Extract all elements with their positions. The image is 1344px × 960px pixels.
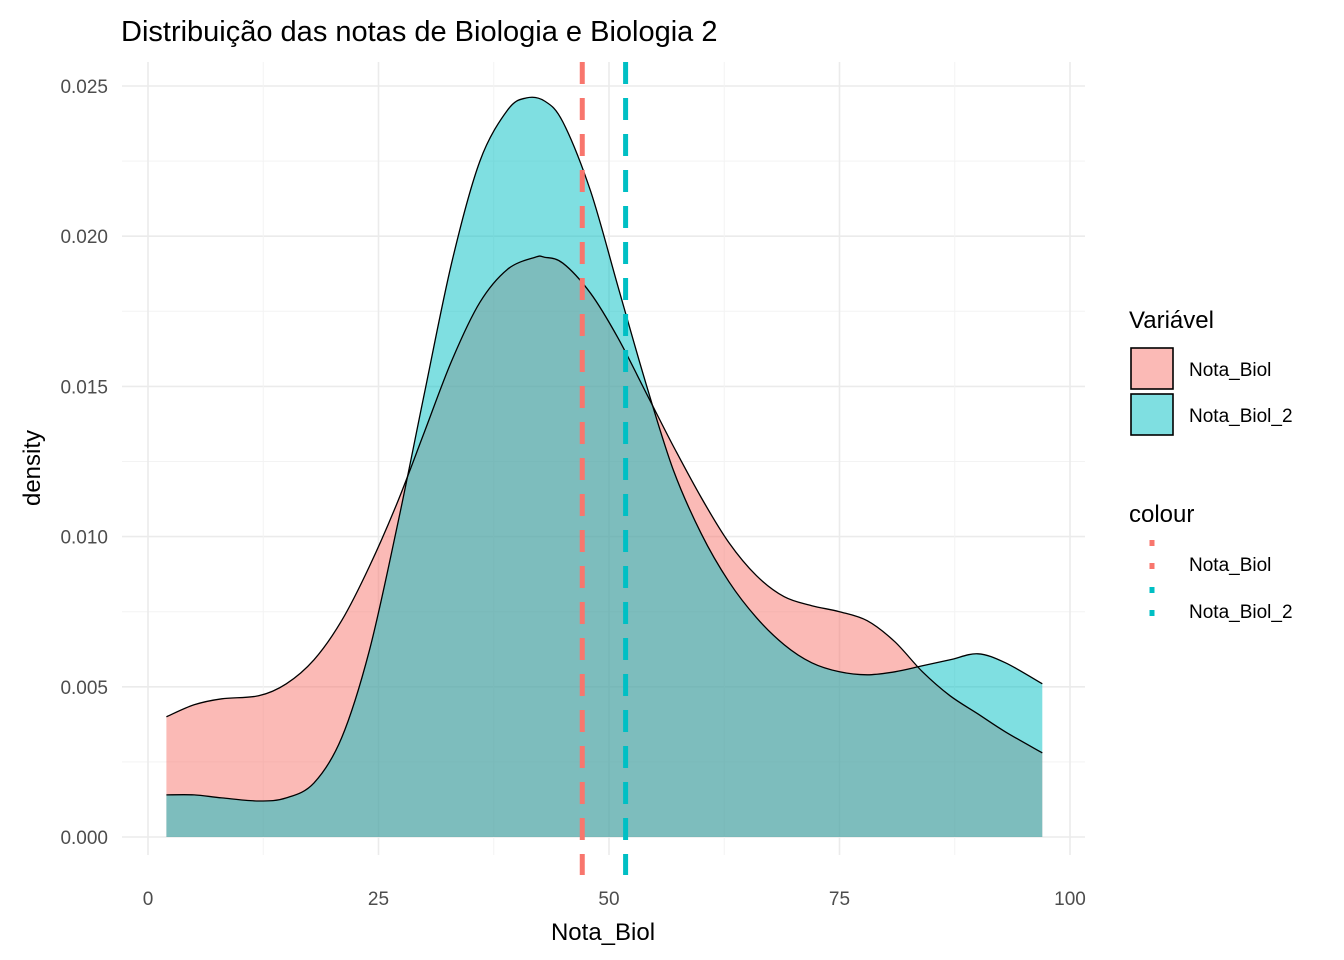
y-tick-label: 0.000 (60, 828, 108, 849)
y-tick-label: 0.005 (60, 678, 108, 699)
colour-legend-title: colour (1129, 501, 1194, 528)
colour-legend-label: Nota_Biol_2 (1189, 602, 1293, 623)
y-tick-label: 0.010 (60, 528, 108, 549)
y-axis-ticks: 0.000 0.005 0.010 0.015 0.020 0.025 (60, 77, 108, 849)
colour-legend-label: Nota_Biol (1189, 555, 1271, 576)
chart-title: Distribuição das notas de Biologia e Bio… (121, 16, 717, 48)
x-tick-label: 75 (829, 889, 850, 910)
fill-legend-key (1130, 347, 1174, 390)
fill-legend-key (1130, 393, 1174, 436)
x-tick-label: 50 (598, 889, 619, 910)
fill-legend: Variável Nota_Biol Nota_Biol_2 (1129, 307, 1293, 436)
mean-lines (579, 62, 629, 875)
density-outline-nota-biol-2 (166, 96, 1043, 802)
x-axis-title: Nota_Biol (551, 919, 655, 946)
density-area-nota-biol-2 (166, 97, 1043, 837)
density-outline-nota-biol (166, 255, 1043, 754)
x-tick-label: 25 (368, 889, 389, 910)
fill-legend-label: Nota_Biol_2 (1189, 406, 1293, 427)
x-tick-label: 0 (143, 889, 154, 910)
y-tick-label: 0.025 (60, 77, 108, 98)
fill-legend-title: Variável (1129, 307, 1214, 334)
y-axis-title: density (19, 430, 46, 506)
density-areas (166, 96, 1043, 838)
x-axis-ticks: 0 25 50 75 100 (143, 889, 1086, 910)
fill-legend-label: Nota_Biol (1189, 360, 1271, 381)
y-tick-label: 0.015 (60, 377, 108, 398)
x-tick-label: 100 (1054, 889, 1086, 910)
y-tick-label: 0.020 (60, 227, 108, 248)
colour-legend: colour Nota_Biol Nota_Biol_2 (1129, 501, 1293, 632)
